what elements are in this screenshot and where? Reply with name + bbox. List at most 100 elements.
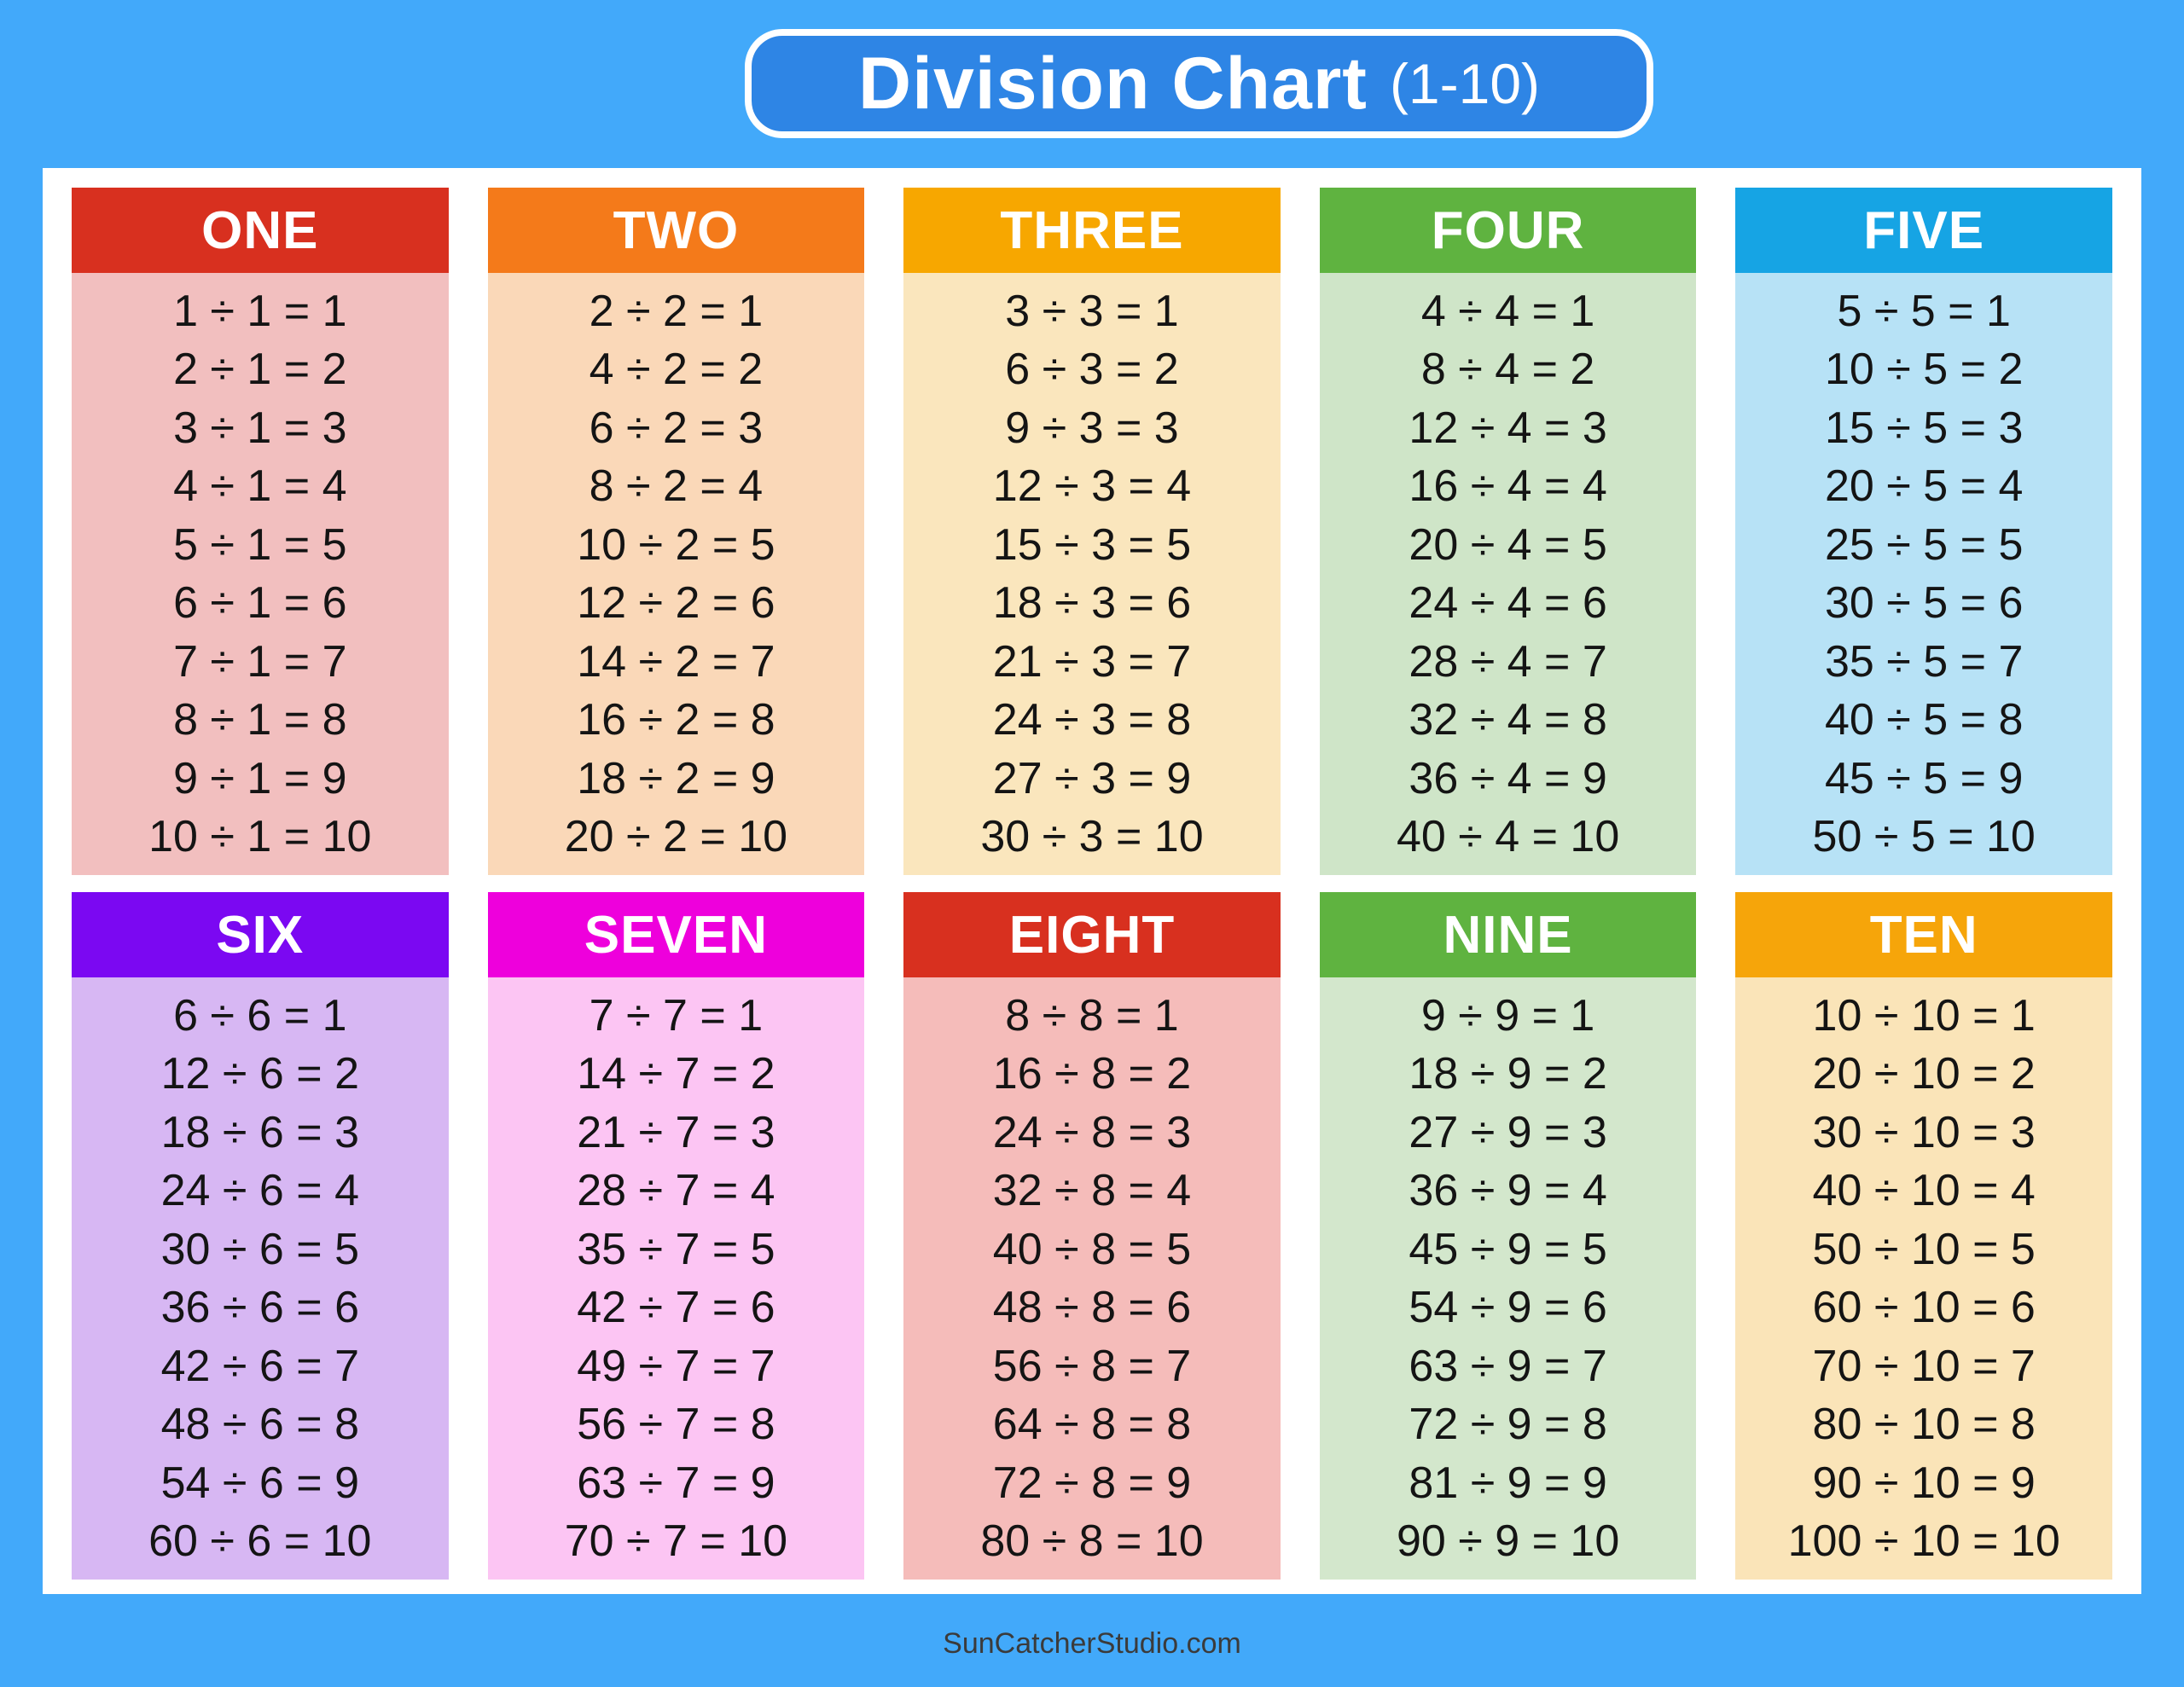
card-six-header: SIX — [72, 892, 449, 977]
equation: 80 ÷ 8 = 10 — [980, 1516, 1204, 1567]
equation: 63 ÷ 7 = 9 — [577, 1458, 775, 1508]
card-eight-header: EIGHT — [903, 892, 1281, 977]
equation: 49 ÷ 7 = 7 — [577, 1341, 775, 1391]
equation: 42 ÷ 7 = 6 — [577, 1283, 775, 1333]
equation: 24 ÷ 4 = 6 — [1409, 578, 1607, 629]
equation: 12 ÷ 3 = 4 — [992, 461, 1192, 512]
card-two-body: 2 ÷ 2 = 1 4 ÷ 2 = 2 6 ÷ 2 = 3 8 ÷ 2 = 4 10 ÷… — [487, 273, 865, 875]
equation: 30 ÷ 5 = 6 — [1825, 578, 2024, 629]
equation: 15 ÷ 5 = 3 — [1825, 403, 2024, 453]
footer-site-label: SunCatcherStudio.com — [943, 1627, 1241, 1660]
card-nine-header: NINE — [1319, 892, 1697, 977]
equation: 35 ÷ 5 = 7 — [1825, 636, 2024, 687]
equation: 32 ÷ 8 = 4 — [992, 1166, 1192, 1216]
card-three-body: 3 ÷ 3 = 1 6 ÷ 3 = 2 9 ÷ 3 = 3 12 ÷ 3 = 4 15 … — [903, 273, 1281, 875]
equation: 8 ÷ 1 = 8 — [173, 695, 347, 745]
equation: 50 ÷ 5 = 10 — [1812, 812, 2036, 862]
equation: 42 ÷ 6 = 7 — [160, 1341, 359, 1391]
equation: 6 ÷ 3 = 2 — [1005, 345, 1179, 395]
equation: 21 ÷ 3 = 7 — [992, 636, 1192, 687]
equation: 18 ÷ 2 = 9 — [577, 753, 775, 803]
equation: 20 ÷ 4 = 5 — [1409, 519, 1607, 570]
equation: 16 ÷ 4 = 4 — [1409, 461, 1607, 512]
equation: 48 ÷ 6 = 8 — [160, 1400, 359, 1450]
equation: 45 ÷ 9 = 5 — [1409, 1224, 1607, 1274]
chart-sheet: ONE 1 ÷ 1 = 1 2 ÷ 1 = 2 3 ÷ 1 = 3 4 ÷ 1 = 4… — [43, 168, 2141, 1594]
title-badge: Division Chart (1-10) — [745, 29, 1653, 138]
equation: 25 ÷ 5 = 5 — [1825, 519, 2024, 570]
equation: 28 ÷ 4 = 7 — [1409, 636, 1607, 687]
equation: 60 ÷ 6 = 10 — [148, 1516, 372, 1567]
equation: 12 ÷ 6 = 2 — [160, 1049, 359, 1099]
equation: 32 ÷ 4 = 8 — [1409, 695, 1607, 745]
card-one-header: ONE — [72, 188, 449, 273]
card-ten-header: TEN — [1735, 892, 2112, 977]
equation: 90 ÷ 9 = 10 — [1396, 1516, 1620, 1567]
equation: 40 ÷ 10 = 4 — [1812, 1166, 2036, 1216]
equation: 70 ÷ 7 = 10 — [564, 1516, 788, 1567]
card-nine: NINE 9 ÷ 9 = 1 18 ÷ 9 = 2 27 ÷ 9 = 3 36 ÷ 9… — [1319, 892, 1697, 1580]
page-title-range: (1-10) — [1389, 52, 1541, 115]
card-ten-body: 10 ÷ 10 = 1 20 ÷ 10 = 2 30 ÷ 10 = 3 40 ÷ 10… — [1735, 977, 2112, 1580]
equation: 30 ÷ 6 = 5 — [160, 1224, 359, 1274]
equation: 12 ÷ 4 = 3 — [1409, 403, 1607, 453]
card-six: SIX 6 ÷ 6 = 1 12 ÷ 6 = 2 18 ÷ 6 = 3 24 ÷ 6 … — [72, 892, 449, 1580]
equation: 9 ÷ 9 = 1 — [1420, 990, 1595, 1041]
equation: 72 ÷ 9 = 8 — [1409, 1400, 1607, 1450]
equation: 10 ÷ 5 = 2 — [1825, 345, 2024, 395]
equation: 6 ÷ 2 = 3 — [589, 403, 764, 453]
card-five-header: FIVE — [1735, 188, 2112, 273]
equation: 12 ÷ 2 = 6 — [577, 578, 775, 629]
equation: 80 ÷ 10 = 8 — [1812, 1400, 2036, 1450]
equation: 4 ÷ 4 = 1 — [1420, 286, 1595, 336]
equation: 90 ÷ 10 = 9 — [1812, 1458, 2036, 1508]
equation: 5 ÷ 5 = 1 — [1837, 286, 2011, 336]
card-seven-header: SEVEN — [487, 892, 865, 977]
equation: 81 ÷ 9 = 9 — [1409, 1458, 1607, 1508]
equation: 54 ÷ 9 = 6 — [1409, 1283, 1607, 1333]
equation: 30 ÷ 3 = 10 — [980, 812, 1204, 862]
card-seven-body: 7 ÷ 7 = 1 14 ÷ 7 = 2 21 ÷ 7 = 3 28 ÷ 7 = 4 3… — [487, 977, 865, 1580]
card-eight-body: 8 ÷ 8 = 1 16 ÷ 8 = 2 24 ÷ 8 = 3 32 ÷ 8 = 4 4… — [903, 977, 1281, 1580]
equation: 36 ÷ 9 = 4 — [1409, 1166, 1607, 1216]
equation: 9 ÷ 1 = 9 — [173, 753, 347, 803]
equation: 40 ÷ 8 = 5 — [992, 1224, 1192, 1274]
equation: 70 ÷ 10 = 7 — [1812, 1341, 2036, 1391]
equation: 8 ÷ 4 = 2 — [1420, 345, 1595, 395]
card-one: ONE 1 ÷ 1 = 1 2 ÷ 1 = 2 3 ÷ 1 = 3 4 ÷ 1 = 4… — [72, 188, 449, 875]
equation: 40 ÷ 5 = 8 — [1825, 695, 2024, 745]
equation: 10 ÷ 1 = 10 — [148, 812, 372, 862]
equation: 20 ÷ 5 = 4 — [1825, 461, 2024, 512]
equation: 2 ÷ 1 = 2 — [173, 345, 347, 395]
equation: 24 ÷ 3 = 8 — [992, 695, 1192, 745]
equation: 14 ÷ 2 = 7 — [577, 636, 775, 687]
page-title: Division Chart — [857, 42, 1368, 125]
equation: 35 ÷ 7 = 5 — [577, 1224, 775, 1274]
card-four-body: 4 ÷ 4 = 1 8 ÷ 4 = 2 12 ÷ 4 = 3 16 ÷ 4 = 4 20… — [1319, 273, 1697, 875]
equation: 36 ÷ 4 = 9 — [1409, 753, 1607, 803]
equation: 45 ÷ 5 = 9 — [1825, 753, 2024, 803]
equation: 16 ÷ 8 = 2 — [992, 1049, 1192, 1099]
equation: 5 ÷ 1 = 5 — [173, 519, 347, 570]
equation: 14 ÷ 7 = 2 — [577, 1049, 775, 1099]
card-one-body: 1 ÷ 1 = 1 2 ÷ 1 = 2 3 ÷ 1 = 3 4 ÷ 1 = 4 5 ÷ … — [72, 273, 449, 875]
card-two: TWO 2 ÷ 2 = 1 4 ÷ 2 = 2 6 ÷ 2 = 3 8 ÷ 2 = 4… — [487, 188, 865, 875]
card-three: THREE 3 ÷ 3 = 1 6 ÷ 3 = 2 9 ÷ 3 = 3 12 ÷ 3 … — [903, 188, 1281, 875]
equation: 30 ÷ 10 = 3 — [1812, 1107, 2036, 1157]
equation: 21 ÷ 7 = 3 — [577, 1107, 775, 1157]
equation: 63 ÷ 9 = 7 — [1409, 1341, 1607, 1391]
equation: 10 ÷ 2 = 5 — [577, 519, 775, 570]
equation: 6 ÷ 6 = 1 — [173, 990, 347, 1041]
card-eight: EIGHT 8 ÷ 8 = 1 16 ÷ 8 = 2 24 ÷ 8 = 3 32 ÷ … — [903, 892, 1281, 1580]
equation: 6 ÷ 1 = 6 — [173, 578, 347, 629]
equation: 1 ÷ 1 = 1 — [173, 286, 347, 336]
equation: 18 ÷ 6 = 3 — [160, 1107, 359, 1157]
equation: 36 ÷ 6 = 6 — [160, 1283, 359, 1333]
equation: 100 ÷ 10 = 10 — [1787, 1516, 2060, 1567]
card-ten: TEN 10 ÷ 10 = 1 20 ÷ 10 = 2 30 ÷ 10 = 3 40 … — [1735, 892, 2112, 1580]
card-seven: SEVEN 7 ÷ 7 = 1 14 ÷ 7 = 2 21 ÷ 7 = 3 28 ÷ … — [487, 892, 865, 1580]
card-five: FIVE 5 ÷ 5 = 1 10 ÷ 5 = 2 15 ÷ 5 = 3 20 ÷ 5… — [1735, 188, 2112, 875]
equation: 4 ÷ 1 = 4 — [173, 461, 347, 512]
equation: 7 ÷ 1 = 7 — [173, 636, 347, 687]
equation: 3 ÷ 3 = 1 — [1005, 286, 1179, 336]
